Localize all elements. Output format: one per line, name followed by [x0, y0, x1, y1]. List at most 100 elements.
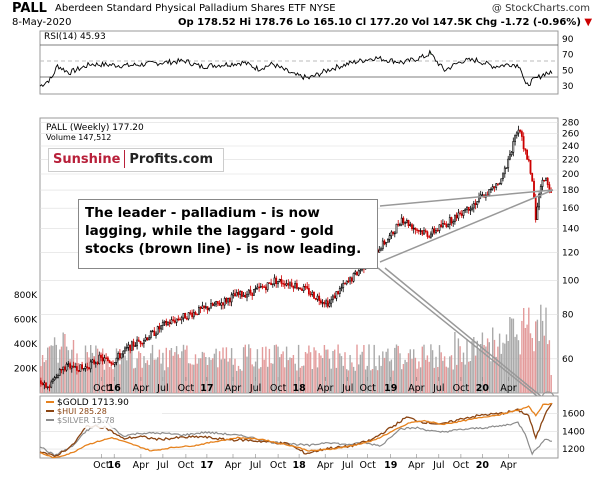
candle-body [263, 286, 266, 288]
volume-bar [110, 361, 112, 393]
candle-body [510, 151, 513, 155]
volume-bar [299, 367, 301, 393]
x-tick-label: Oct [178, 460, 195, 471]
volume-bar [117, 354, 119, 393]
security-name: Aberdeen Standard Physical Palladium Sha… [55, 3, 336, 14]
candle-body [223, 298, 226, 306]
candle-body [187, 312, 190, 320]
candle-body [100, 354, 102, 358]
candle-body [519, 129, 522, 132]
candle-body [433, 228, 436, 233]
volume-bar [521, 320, 523, 393]
price-candles [39, 125, 553, 392]
volume-bar [200, 358, 202, 393]
candle-body [191, 312, 194, 318]
price-tick-label: 60 [562, 355, 574, 365]
candle-body [151, 330, 154, 332]
volume-bar [440, 352, 442, 393]
candle-body [467, 206, 470, 211]
rsi-ticks: 30 50 70 90 [562, 35, 574, 92]
candle-body [386, 239, 389, 243]
candle-body [331, 295, 334, 301]
volume-bar [344, 352, 346, 393]
volume-bar [370, 370, 372, 393]
volume-bar [500, 353, 502, 393]
candle-body [319, 300, 322, 304]
candle-body [225, 298, 228, 303]
candle-body [208, 307, 211, 311]
candle-body [46, 386, 49, 388]
candle-body [383, 240, 386, 245]
candle-body [417, 230, 420, 232]
candle-body [502, 173, 504, 180]
candle-body [124, 347, 126, 352]
x-tick-label: 17 [200, 383, 213, 394]
candle-body [469, 209, 472, 211]
volume-bar [270, 363, 272, 393]
volume-bar [289, 357, 291, 393]
volume-bar [510, 318, 513, 393]
volume-bar [206, 365, 209, 393]
volume-bar [136, 358, 138, 393]
candle-body [402, 217, 405, 224]
volume-bar [301, 366, 303, 393]
volume-bar [165, 347, 167, 393]
candle-body [251, 292, 254, 296]
volume-bar [155, 359, 157, 393]
candle-body [419, 230, 422, 232]
x-tick-label: Apr [225, 383, 242, 394]
candle-body [84, 366, 87, 369]
volume-bar [327, 349, 329, 393]
candle-body [466, 206, 468, 210]
volume-bar [115, 348, 118, 393]
candle-body [242, 294, 245, 297]
candle-body [337, 291, 340, 294]
volume-bar [356, 344, 358, 393]
volume-bar [469, 361, 472, 393]
volume-bar [50, 345, 52, 393]
x-tick-label: Apr [408, 460, 425, 471]
candle-body [148, 337, 151, 341]
volume-bar [454, 332, 456, 393]
volume-tick-label: 600K [14, 316, 38, 326]
volume-bar [346, 369, 348, 393]
candle-body [163, 320, 166, 323]
gold-tick-label: 1400 [562, 427, 585, 437]
candle-body [143, 339, 145, 344]
x-tick-label: Jul [156, 460, 168, 471]
price-title: PALL (Weekly) 177.20 [46, 123, 144, 133]
volume-bar [352, 366, 355, 393]
x-tick-label: Apr [500, 460, 517, 471]
candle-body [239, 290, 242, 295]
down-triangle-icon: ▼ [584, 17, 593, 28]
volume-bar [143, 356, 145, 393]
volume-bar [468, 361, 470, 393]
candle-body [70, 365, 73, 369]
x-tick-label: 18 [292, 383, 306, 394]
volume-bar [189, 363, 191, 393]
x-tick-label: Oct [178, 383, 195, 394]
volume-bar [79, 364, 82, 393]
x-tick-label: Jul [432, 460, 444, 471]
candle-body [356, 271, 358, 276]
volume-bar [272, 363, 274, 393]
candle-body [307, 288, 310, 295]
candle-body [407, 220, 410, 227]
volume-bar [234, 358, 236, 393]
candle-body [297, 287, 300, 289]
volume-bar [158, 349, 161, 393]
candle-body [259, 286, 262, 288]
candle-body [280, 278, 283, 284]
volume-bar [146, 360, 149, 393]
candle-body [344, 282, 346, 285]
volume-bar [545, 307, 547, 393]
volume-bar [244, 344, 246, 393]
candle-body [192, 312, 195, 318]
x-tick-label: Oct [453, 383, 470, 394]
volume-bar [358, 364, 360, 393]
candle-body [283, 283, 286, 286]
x-tick-label: Jul [432, 383, 444, 394]
candle-body [496, 183, 499, 185]
candle-body [81, 364, 84, 370]
